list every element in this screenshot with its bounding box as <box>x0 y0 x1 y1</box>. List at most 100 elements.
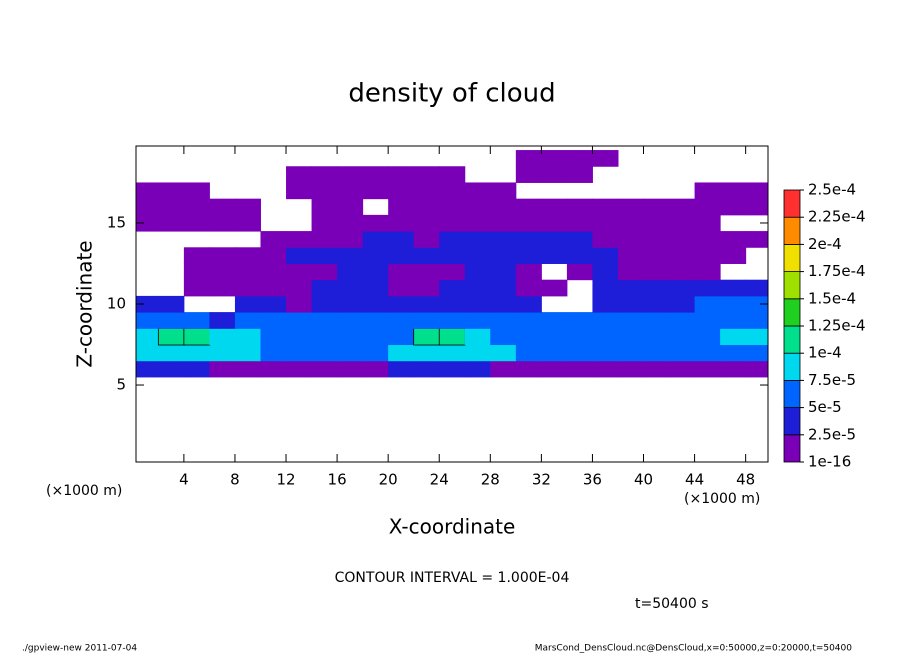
x-tick-label: 16 <box>328 471 347 489</box>
heat-cell <box>746 247 769 264</box>
heat-cell <box>413 247 440 264</box>
heat-cell <box>234 198 261 216</box>
heat-cell <box>618 426 644 443</box>
heat-cell <box>516 426 542 443</box>
heat-cell <box>439 214 466 232</box>
heat-cell <box>439 295 466 313</box>
heat-cell <box>209 426 235 443</box>
heat-cell <box>363 442 389 459</box>
heat-cell <box>720 150 746 167</box>
heat-cell <box>464 263 491 281</box>
heat-cell <box>260 150 286 167</box>
heat-cell <box>439 409 465 426</box>
heat-cell <box>413 327 441 346</box>
colorbar-box <box>783 325 801 354</box>
heat-cell <box>311 182 338 200</box>
heat-cell <box>311 279 338 297</box>
heat-cell <box>516 182 542 199</box>
heat-cell <box>669 377 695 394</box>
heat-cell <box>337 198 364 216</box>
heat-cell <box>136 231 159 248</box>
heat-cell <box>694 279 721 297</box>
heat-cell <box>464 312 491 329</box>
heat-cell <box>592 409 618 426</box>
heat-cell <box>413 166 440 183</box>
heat-cell <box>618 442 644 459</box>
colorbar-box <box>783 298 801 327</box>
heat-cell <box>695 393 721 410</box>
heat-cell <box>260 426 286 443</box>
x-tick-label: 48 <box>736 471 755 489</box>
heat-cell <box>541 214 568 232</box>
heat-cell <box>720 377 746 394</box>
heat-cell <box>158 214 185 232</box>
heat-cell <box>158 360 185 378</box>
heat-cell <box>465 166 491 183</box>
heat-cell <box>413 182 440 200</box>
heat-cell <box>515 279 542 297</box>
heat-cell <box>490 214 517 232</box>
x-tick-label: 40 <box>634 471 653 489</box>
heat-cell <box>490 377 516 394</box>
heat-cell <box>414 150 440 167</box>
heat-cell <box>311 214 338 232</box>
x-tick-label: 20 <box>379 471 398 489</box>
heat-cell <box>669 279 696 297</box>
y-tick-label: 5 <box>116 376 126 394</box>
heat-cell <box>337 166 364 183</box>
heat-cell <box>286 199 312 216</box>
heat-cell <box>362 328 389 346</box>
heat-cell <box>745 312 769 329</box>
heat-cell <box>567 280 593 297</box>
x-axis-label: X-coordinate <box>389 515 516 539</box>
heat-cell <box>413 263 440 281</box>
heat-cell <box>669 182 695 199</box>
heat-cell <box>566 166 593 183</box>
heat-cell <box>286 263 313 281</box>
heat-cell <box>720 360 747 378</box>
annotation: CONTOUR INTERVAL = 1.000E-04 <box>335 570 570 586</box>
x-units-label: (×1000 m) <box>46 483 122 499</box>
x-tick-label: 8 <box>230 471 240 489</box>
heat-cell <box>136 393 159 410</box>
heat-cell <box>567 377 593 394</box>
heat-cell <box>260 263 287 281</box>
heat-cell <box>413 344 440 362</box>
heat-cell <box>388 198 415 216</box>
heat-cell <box>439 344 466 362</box>
heat-cell <box>643 263 670 281</box>
heat-cell <box>234 328 261 346</box>
heat-cell <box>286 279 313 297</box>
heat-cell <box>515 328 542 346</box>
heat-cell <box>388 295 415 313</box>
heat-cell <box>209 166 235 183</box>
heat-cell <box>183 360 210 378</box>
heat-cell <box>136 409 159 426</box>
heat-cell <box>745 360 769 378</box>
heat-cell <box>669 442 695 459</box>
heat-cell <box>746 150 769 167</box>
heat-cell <box>541 279 568 297</box>
heat-cell <box>541 231 568 248</box>
heat-cell <box>184 393 210 410</box>
heat-cell <box>592 214 619 232</box>
heat-cell <box>183 263 210 281</box>
heat-cell <box>490 231 517 248</box>
heat-cell <box>644 150 670 167</box>
heat-cell <box>516 409 542 426</box>
heat-cell <box>136 247 159 264</box>
heat-cell <box>337 426 363 443</box>
heat-cell <box>695 426 721 443</box>
heat-cell <box>286 231 313 248</box>
heat-cell <box>746 426 769 443</box>
colorbar-box <box>783 434 801 463</box>
heat-cell <box>209 182 235 199</box>
heat-cell <box>209 312 236 329</box>
heat-cell <box>388 409 414 426</box>
heat-cell <box>566 231 593 248</box>
heat-cell <box>337 263 364 281</box>
heat-cell <box>136 344 159 362</box>
heat-cell <box>235 166 261 183</box>
heat-cell <box>286 215 312 232</box>
heat-cell <box>720 215 746 232</box>
